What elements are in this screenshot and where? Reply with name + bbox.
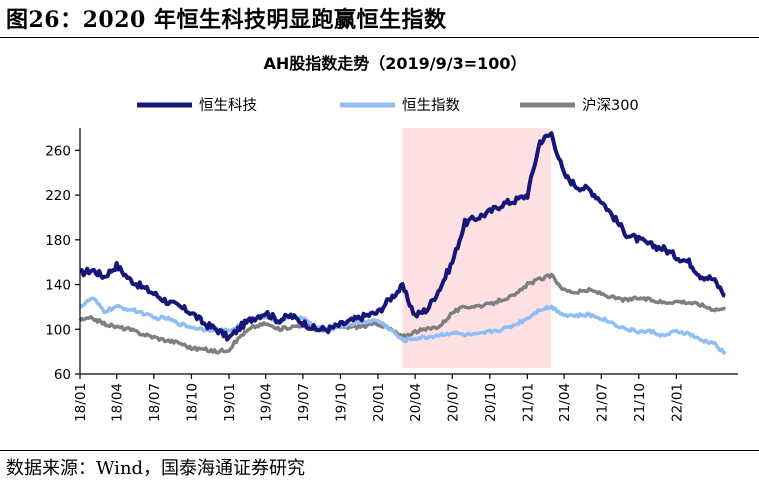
bottom-rule — [0, 450, 759, 451]
y-tick-label: 260 — [45, 143, 71, 159]
y-tick-label: 220 — [45, 188, 71, 204]
x-tick-label: 18/04 — [110, 383, 126, 422]
y-axis-ticks: 60 100 140 180 220 260 — [45, 143, 80, 383]
series-line-0 — [79, 131, 726, 342]
x-tick-label: 21/10 — [632, 383, 648, 422]
x-tick-label: 22/01 — [669, 383, 685, 422]
x-tick-label: 21/04 — [557, 383, 573, 422]
x-tick-label: 18/01 — [73, 383, 89, 422]
x-tick-label: 19/10 — [333, 383, 349, 422]
y-tick-label: 140 — [45, 278, 71, 294]
source-note: 数据来源：Wind，国泰海通证券研究 — [6, 458, 306, 479]
x-tick-label: 19/01 — [222, 383, 238, 422]
x-tick-label: 20/01 — [371, 383, 387, 422]
x-tick-label: 19/04 — [259, 383, 275, 422]
y-tick-label: 60 — [54, 367, 71, 383]
legend-label-2: 沪深300 — [582, 97, 639, 114]
figure-title: 图26：2020 年恒生科技明显跑赢恒生指数 — [6, 7, 447, 33]
x-tick-label: 19/07 — [296, 383, 312, 422]
x-tick-label: 21/07 — [594, 383, 610, 422]
series-layer — [78, 131, 727, 356]
legend-label-0: 恒生科技 — [199, 97, 257, 114]
y-tick-label: 180 — [45, 233, 71, 249]
top-rule — [0, 37, 759, 38]
series-line-2 — [78, 272, 726, 355]
series-line-1 — [78, 296, 727, 356]
y-tick-label: 100 — [45, 322, 71, 338]
legend-label-1: 恒生指数 — [402, 97, 460, 114]
x-tick-label: 20/07 — [445, 383, 461, 422]
x-tick-label: 18/07 — [147, 383, 163, 422]
chart-legend: 恒生科技 恒生指数 沪深300 — [137, 97, 639, 114]
x-tick-label: 18/10 — [184, 383, 200, 422]
x-tick-label: 20/04 — [408, 383, 424, 422]
x-tick-label: 20/10 — [483, 383, 499, 422]
x-axis-ticks: 18/01 18/04 18/07 18/10 19/01 19/04 19/07 19/10… — [73, 374, 685, 422]
line-chart: AH股指数走势（2019/9/3=100） 恒生科技 恒生指数 沪深300 60 10… — [45, 54, 738, 422]
chart-title: AH股指数走势（2019/9/3=100） — [263, 54, 526, 73]
x-tick-label: 21/01 — [520, 383, 536, 422]
